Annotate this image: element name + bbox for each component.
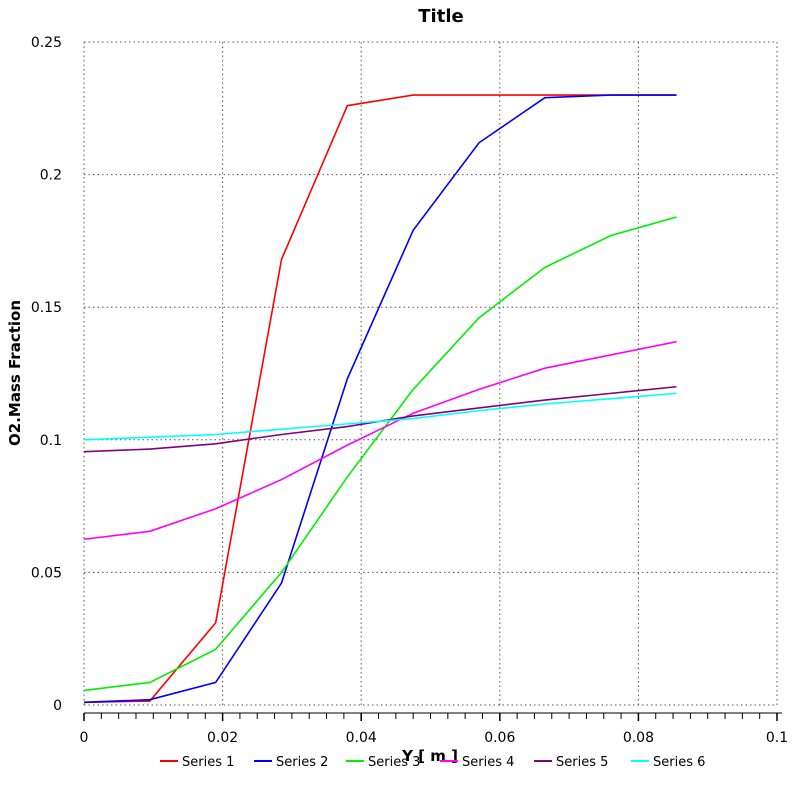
x-tick-label: 0.08 [623,730,654,746]
legend-label: Series 5 [556,755,608,770]
y-axis-label: O2.Mass Fraction [6,300,24,446]
legend-label: Series 4 [462,755,514,770]
legend-item-3[interactable]: Series 3 [346,755,420,770]
x-tick-label: 0.1 [766,730,788,746]
series-line-4 [83,340,677,541]
y-tick-label: 0.2 [40,168,62,184]
legend-item-4[interactable]: Series 4 [440,755,514,770]
series-line-2 [83,94,677,704]
axes: 0 0.02 0.04 0.06 0.08 0.1 0 0.05 0.1 0.15 0.2 0.25 [31,35,788,746]
grid [83,41,778,706]
legend: Series 1 Series 2 Series 3 Series 4 Series 5… [160,755,705,770]
series-line-6 [83,392,677,441]
legend-item-1[interactable]: Series 1 [160,755,234,770]
chart-title: Title [418,6,463,27]
series-lines [83,94,677,704]
legend-item-5[interactable]: Series 5 [534,755,608,770]
x-tick-label: 0.06 [484,730,515,746]
legend-label: Series 6 [653,755,705,770]
y-tick-label: 0.1 [40,433,62,449]
legend-label: Series 1 [182,755,234,770]
legend-item-2[interactable]: Series 2 [254,755,328,770]
y-tick-label: 0 [53,698,62,714]
y-tick-label: 0.05 [31,565,62,581]
series-line-1 [83,94,677,704]
legend-label: Series 3 [368,755,420,770]
y-tick-label: 0.25 [31,35,62,51]
x-tick-label: 0.04 [346,730,377,746]
legend-label: Series 2 [276,755,328,770]
x-tick-label: 0 [80,730,89,746]
series-line-5 [83,385,677,453]
series-line-3 [83,216,677,692]
y-tick-label: 0.15 [31,300,62,316]
x-tick-label: 0.02 [207,730,238,746]
legend-item-6[interactable]: Series 6 [631,755,705,770]
